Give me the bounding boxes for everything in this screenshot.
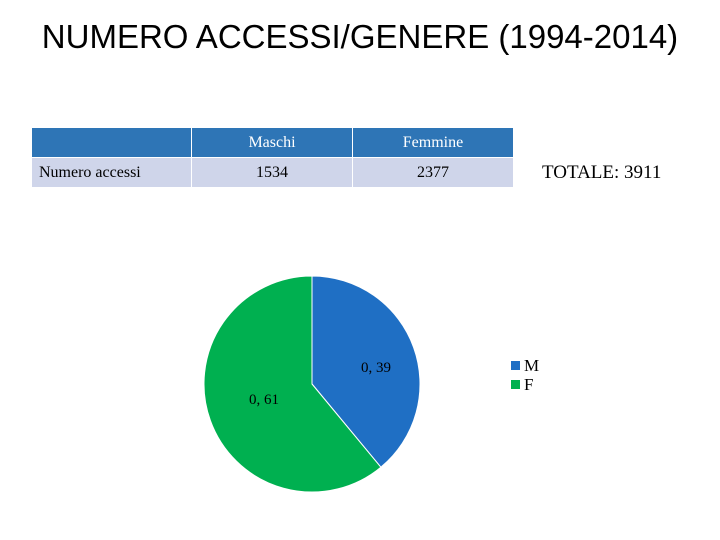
table-row-label: Numero accessi bbox=[32, 157, 192, 187]
pie-slice-f bbox=[203, 275, 382, 493]
legend-swatch-f bbox=[511, 380, 520, 389]
legend-swatch-m bbox=[511, 361, 520, 370]
table-header-femmine: Femmine bbox=[352, 128, 514, 158]
legend: M F bbox=[511, 356, 539, 394]
access-table: Maschi Femmine Numero accessi 1534 2377 bbox=[32, 128, 514, 187]
pie-slice-m bbox=[311, 275, 421, 468]
legend-label-f: F bbox=[524, 374, 534, 394]
pie-data-label-m: 0, 39 bbox=[361, 360, 391, 376]
table-cell-femmine: 2377 bbox=[352, 157, 514, 187]
table-header-row: Maschi Femmine bbox=[32, 128, 514, 158]
table-cell-maschi: 1534 bbox=[191, 157, 353, 187]
legend-item-f: F bbox=[511, 375, 539, 394]
legend-label-m: M bbox=[524, 355, 540, 375]
slide-title: NUMERO ACCESSI/GENERE (1994-2014) bbox=[41, 18, 679, 55]
table-row: Numero accessi 1534 2377 bbox=[32, 157, 514, 187]
pie-data-label-f: 0, 61 bbox=[249, 392, 279, 408]
table-header-empty bbox=[32, 128, 192, 158]
total-label: TOTALE: 3911 bbox=[542, 162, 662, 183]
table-header-maschi: Maschi bbox=[191, 128, 353, 158]
legend-item-m: M bbox=[511, 356, 539, 375]
